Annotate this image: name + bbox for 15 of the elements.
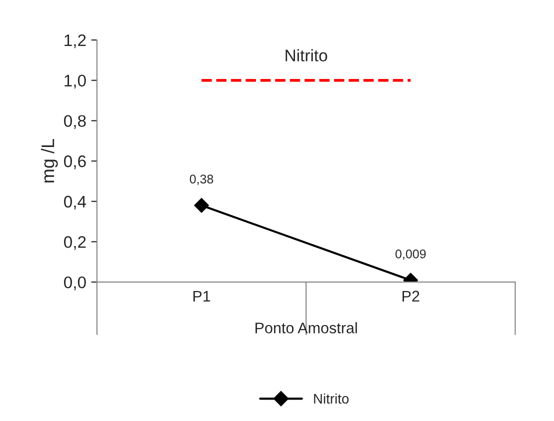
data-label: 0,38 bbox=[190, 174, 214, 185]
y-tick-label: 0,6 bbox=[64, 155, 86, 170]
y-axis-title: mg /L bbox=[40, 139, 58, 182]
data-label: 0,009 bbox=[396, 249, 426, 260]
legend-label: Nitrito bbox=[314, 393, 349, 404]
y-tick-label: 0,0 bbox=[64, 276, 86, 290]
x-axis-title: Ponto Amostral bbox=[256, 322, 357, 334]
y-tick-label: 0,8 bbox=[64, 115, 86, 129]
chart-title: Nitrito bbox=[286, 49, 328, 62]
y-tick-label: 1,2 bbox=[64, 34, 86, 48]
y-tick-label: 0,4 bbox=[64, 196, 86, 210]
x-tick-label: P1 bbox=[193, 290, 210, 302]
x-tick-label: P2 bbox=[402, 290, 420, 302]
y-tick-label: 0,2 bbox=[64, 236, 86, 250]
y-tick-label: 1,0 bbox=[64, 74, 86, 89]
